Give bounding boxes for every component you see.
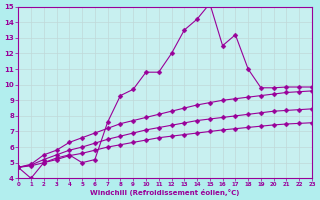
X-axis label: Windchill (Refroidissement éolien,°C): Windchill (Refroidissement éolien,°C) — [91, 189, 240, 196]
